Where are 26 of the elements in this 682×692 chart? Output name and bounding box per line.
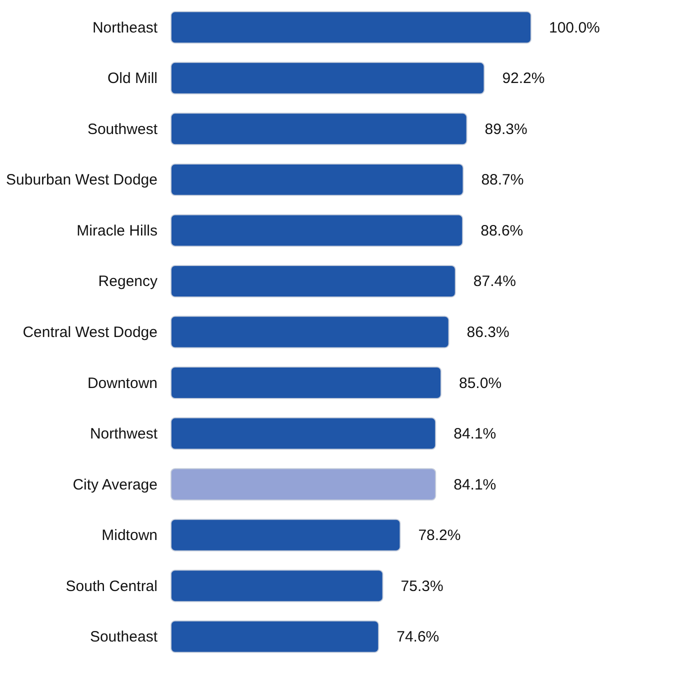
y-tick-label: South Central bbox=[66, 578, 158, 595]
y-tick-label: Northeast bbox=[92, 19, 158, 36]
data-label: 75.3% bbox=[400, 578, 444, 595]
data-label: 85.0% bbox=[459, 374, 502, 392]
data-label: 88.6% bbox=[480, 222, 524, 240]
y-tick-label: Suburban West Dodge bbox=[6, 172, 158, 189]
data-label: 78.2% bbox=[418, 527, 461, 544]
y-tick-label: Regency bbox=[98, 273, 158, 290]
data-label: 84.1% bbox=[454, 476, 496, 494]
y-tick-label: Midtown bbox=[102, 527, 158, 544]
data-label: 74.6% bbox=[396, 628, 440, 646]
data-label: 86.3% bbox=[466, 324, 510, 341]
data-label: 92.2% bbox=[502, 70, 545, 88]
data-label: 88.7% bbox=[481, 172, 524, 189]
y-tick-label: Southwest bbox=[87, 120, 158, 138]
y-tick-label: City Average bbox=[72, 476, 158, 494]
data-label: 100.0% bbox=[549, 19, 600, 36]
y-tick-label: Central West Dodge bbox=[22, 324, 158, 341]
y-tick-label: Miracle Hills bbox=[76, 222, 158, 240]
data-label: 89.3% bbox=[484, 120, 528, 138]
y-tick-label: Northwest bbox=[90, 426, 158, 443]
y-tick-label: Southeast bbox=[90, 628, 158, 646]
data-label: 87.4% bbox=[473, 273, 516, 290]
y-tick-label: Downtown bbox=[87, 374, 158, 392]
data-label: 84.1% bbox=[454, 426, 496, 443]
y-tick-label: Old Mill bbox=[107, 70, 158, 88]
